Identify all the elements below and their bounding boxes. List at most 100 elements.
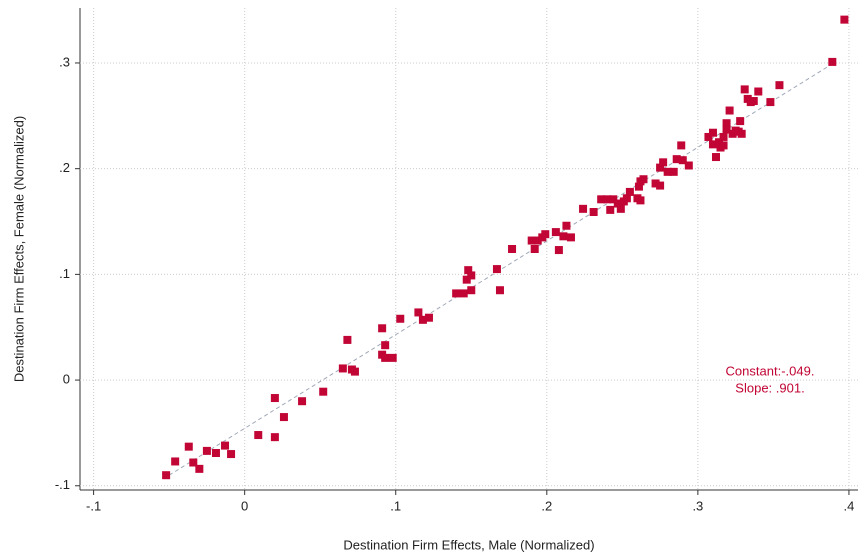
point xyxy=(319,387,328,396)
point xyxy=(202,446,211,455)
point xyxy=(754,87,763,96)
point xyxy=(211,449,220,458)
point xyxy=(381,341,390,350)
point xyxy=(495,286,504,295)
point xyxy=(195,464,204,473)
point xyxy=(350,367,359,376)
point xyxy=(711,153,720,162)
point xyxy=(221,441,230,450)
point xyxy=(467,286,476,295)
x-axis-title: Destination Firm Effects, Male (Normaliz… xyxy=(343,537,594,552)
point xyxy=(715,138,724,147)
point xyxy=(270,433,279,442)
point xyxy=(343,335,352,344)
point xyxy=(737,129,746,138)
x-tick-label: .3 xyxy=(692,498,703,513)
point xyxy=(452,289,461,298)
point xyxy=(562,221,571,230)
point xyxy=(677,141,686,150)
point xyxy=(678,156,687,165)
point xyxy=(656,163,665,172)
point xyxy=(381,353,390,362)
point xyxy=(530,245,539,253)
point xyxy=(338,364,347,373)
point xyxy=(227,450,236,459)
point xyxy=(527,236,536,245)
fit-line xyxy=(168,62,835,476)
point xyxy=(736,117,745,126)
point xyxy=(613,199,622,208)
x-tick-label: .1 xyxy=(390,498,401,513)
point xyxy=(622,194,631,203)
point xyxy=(171,457,180,466)
annotation: Constant:-.049. xyxy=(726,363,815,378)
point xyxy=(597,195,606,204)
point xyxy=(508,245,517,253)
point xyxy=(606,205,615,214)
point xyxy=(551,228,560,237)
point xyxy=(541,230,550,239)
point xyxy=(840,15,849,24)
point xyxy=(559,232,568,241)
point xyxy=(162,471,171,480)
y-tick-label: .2 xyxy=(59,160,70,175)
point xyxy=(533,236,542,245)
point xyxy=(719,141,728,150)
x-tick-label: -.1 xyxy=(86,498,101,513)
point xyxy=(639,175,648,184)
x-tick-label: .2 xyxy=(541,498,552,513)
point xyxy=(766,98,775,107)
point xyxy=(722,125,731,134)
y-tick-label: .1 xyxy=(59,266,70,281)
point xyxy=(464,266,473,275)
point xyxy=(396,314,405,323)
point xyxy=(616,204,625,213)
point xyxy=(254,431,263,440)
point xyxy=(719,132,728,141)
point xyxy=(189,458,198,467)
point xyxy=(659,158,668,167)
x-tick-label: .4 xyxy=(844,498,855,513)
point xyxy=(566,233,575,242)
point xyxy=(704,132,713,141)
point xyxy=(388,353,397,362)
point xyxy=(467,271,476,280)
point xyxy=(722,119,731,128)
point xyxy=(554,246,563,255)
point xyxy=(378,324,387,333)
point xyxy=(184,442,193,451)
y-axis-title: Destination Firm Effects, Female (Normal… xyxy=(11,116,26,382)
y-tick-label: 0 xyxy=(63,372,70,387)
point xyxy=(708,140,717,149)
point xyxy=(418,315,427,324)
point xyxy=(589,208,598,217)
point xyxy=(459,289,468,298)
point xyxy=(740,85,749,94)
point xyxy=(669,167,678,176)
point xyxy=(579,204,588,213)
point xyxy=(279,413,288,422)
point xyxy=(663,167,672,176)
point xyxy=(625,187,634,196)
point xyxy=(828,57,837,66)
point xyxy=(656,181,665,190)
point xyxy=(298,397,307,406)
point xyxy=(414,308,423,317)
point xyxy=(684,161,693,170)
point xyxy=(636,196,645,205)
y-tick-label: -.1 xyxy=(55,477,70,492)
point xyxy=(634,182,643,191)
point xyxy=(672,155,681,164)
point xyxy=(651,179,660,188)
annotation: Slope: .901. xyxy=(735,380,804,395)
point xyxy=(424,313,433,322)
point xyxy=(609,195,618,204)
point xyxy=(749,97,758,106)
point xyxy=(270,394,279,403)
point xyxy=(775,81,784,90)
point xyxy=(462,275,471,284)
x-tick-label: 0 xyxy=(241,498,248,513)
point xyxy=(708,128,717,137)
point xyxy=(725,106,734,115)
